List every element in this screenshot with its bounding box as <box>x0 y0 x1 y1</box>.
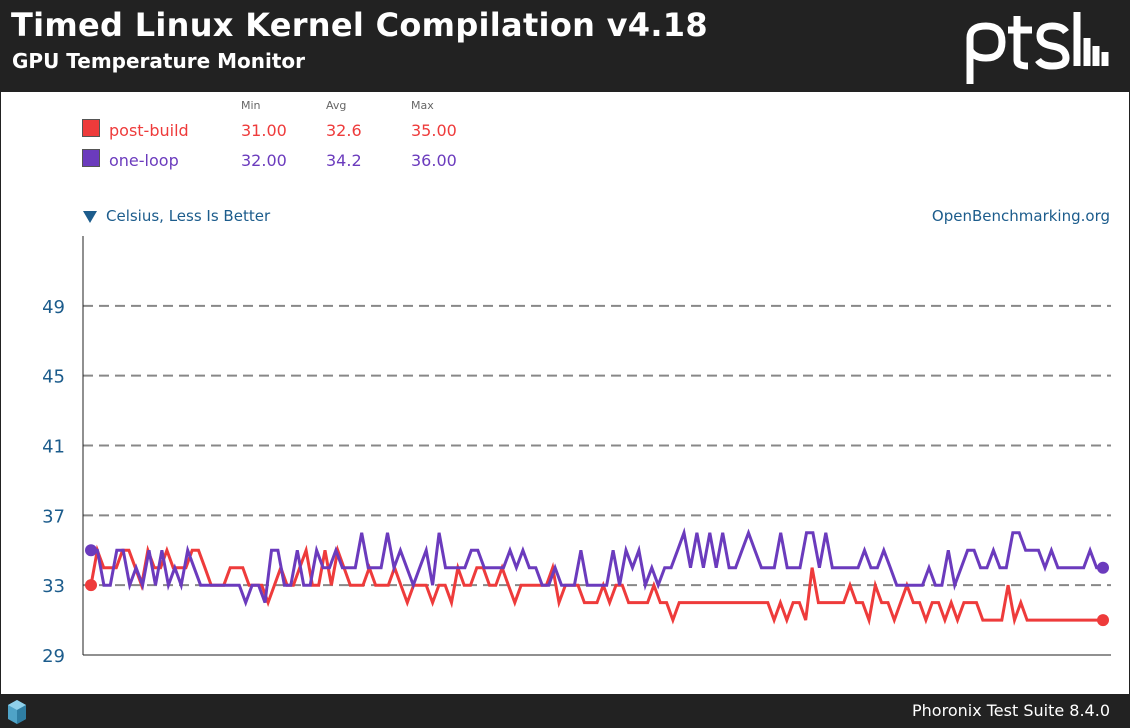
series-end-point-one-loop <box>1097 561 1109 574</box>
series-start-point-one-loop <box>85 544 97 557</box>
y-tick-label-41: 41 <box>42 437 65 458</box>
unit-label: Celsius, Less Is Better <box>106 207 271 225</box>
y-tick-label-33: 33 <box>42 576 65 597</box>
series-end-point-post-build <box>1097 614 1109 627</box>
series-line-one-loop <box>91 527 1103 607</box>
legend-avg-one-loop: 34.2 <box>326 151 362 170</box>
legend-min-one-loop: 32.00 <box>241 151 287 170</box>
chart-subtitle: GPU Temperature Monitor <box>12 49 305 73</box>
y-tick-label-29: 29 <box>42 646 65 667</box>
down-triangle-icon <box>83 211 97 223</box>
legend-swatch-post-build <box>82 119 100 137</box>
series-start-point-post-build <box>85 579 97 592</box>
source-label: OpenBenchmarking.org <box>931 207 1110 225</box>
legend-col-min: Min <box>241 99 261 112</box>
legend-min-post-build: 31.00 <box>241 121 287 140</box>
y-tick-label-49: 49 <box>42 297 65 318</box>
legend-col-max: Max <box>411 99 434 112</box>
legend-col-avg: Avg <box>326 99 347 112</box>
footer-text: Phoronix Test Suite 8.4.0 <box>912 701 1110 720</box>
legend-max-one-loop: 36.00 <box>411 151 457 170</box>
legend-name-one-loop: one-loop <box>109 151 179 170</box>
legend-swatch-one-loop <box>82 149 100 167</box>
footer-bar: Phoronix Test Suite 8.4.0 <box>0 694 1130 728</box>
legend-avg-post-build: 32.6 <box>326 121 362 140</box>
y-tick-label-45: 45 <box>42 367 65 388</box>
y-tick-label-37: 37 <box>42 506 65 527</box>
pts-logo-icon <box>966 12 1109 84</box>
legend-max-post-build: 35.00 <box>411 121 457 140</box>
pts-cube-icon <box>8 700 26 724</box>
chart-title: Timed Linux Kernel Compilation v4.18 <box>11 6 708 44</box>
header-bar: Timed Linux Kernel Compilation v4.18 GPU… <box>0 0 1130 92</box>
legend-name-post-build: post-build <box>109 121 189 140</box>
